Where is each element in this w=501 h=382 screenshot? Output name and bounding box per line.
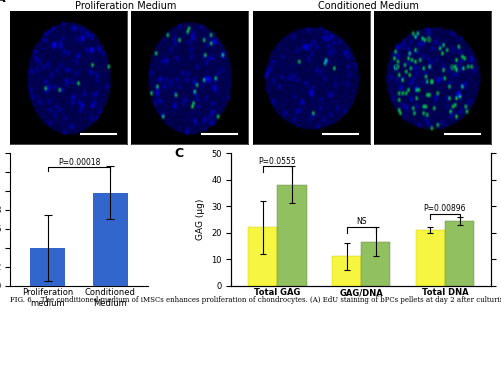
- Text: NS: NS: [356, 217, 366, 227]
- Text: P=0.00018: P=0.00018: [58, 158, 100, 167]
- Text: C: C: [174, 147, 183, 160]
- Bar: [93, 193, 128, 285]
- Title: Conditioned Medium: Conditioned Medium: [318, 1, 419, 11]
- Title: Proliferation Medium: Proliferation Medium: [75, 1, 176, 11]
- Bar: [361, 242, 390, 285]
- Bar: [31, 248, 65, 285]
- Y-axis label: GAG (µg): GAG (µg): [196, 199, 205, 240]
- Bar: [278, 185, 307, 285]
- Text: P=0.0555: P=0.0555: [259, 157, 296, 165]
- Text: P=0.00896: P=0.00896: [424, 204, 466, 213]
- Text: FIG. 6.   The conditioned medium of iMSCs enhances proliferation of chondrocytes: FIG. 6. The conditioned medium of iMSCs …: [10, 296, 501, 304]
- Text: A: A: [0, 0, 6, 5]
- Bar: [248, 227, 278, 285]
- Bar: [416, 230, 445, 285]
- Bar: [445, 221, 474, 285]
- Bar: [332, 256, 361, 285]
